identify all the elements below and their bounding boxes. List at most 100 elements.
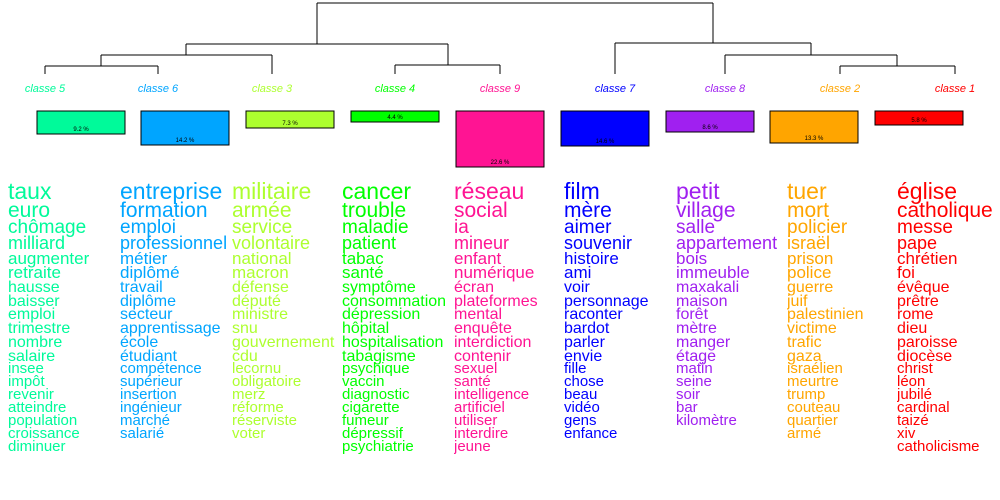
class-word: souvenir [564, 233, 633, 254]
class-label: classe 1 [935, 83, 975, 95]
class-word: prison [787, 248, 834, 268]
class-label: classe 4 [375, 83, 415, 95]
dendrogram-branches [44, 2, 956, 74]
class-word: ia [454, 216, 469, 238]
class-size-bar [769, 110, 859, 144]
class-word: revenir [8, 386, 54, 404]
class-word: professionnel [120, 233, 228, 254]
class-word: catholique [897, 198, 993, 222]
class-word: voir [564, 278, 590, 296]
class-word: diplômé [120, 263, 180, 283]
class-word: trump [787, 386, 826, 404]
class-percent: 5.8 % [911, 118, 927, 124]
class-word: église [897, 182, 958, 204]
class-word: voter [232, 424, 266, 442]
class-word: aimer [564, 216, 612, 238]
word-column: film mère aimer souvenir histoire ami voir pers… [564, 182, 676, 500]
class-word: trouble [342, 198, 407, 222]
class-word: christ [897, 360, 933, 378]
class-word: emploi [8, 306, 56, 324]
class-word: interdiction [454, 333, 532, 351]
class-word: réserviste [232, 411, 298, 429]
word-column: cancer trouble maladie patient tabac santé sym… [342, 182, 454, 500]
class-word: travail [120, 278, 163, 296]
class-size-bar [245, 110, 335, 129]
class-word: militaire [232, 182, 312, 204]
class-size-bar [560, 110, 650, 147]
class-word: ingénieur [120, 399, 182, 416]
class-word: maladie [342, 216, 409, 238]
class-percent: 8.6 % [702, 125, 718, 131]
class-word: diplôme [120, 292, 177, 310]
class-word: diminuer [8, 437, 66, 455]
class-word: rome [897, 306, 934, 324]
word-column: taux euro chômage milliard augmenter retraite… [8, 182, 120, 500]
class-word: prêtre [897, 292, 939, 310]
class-word: salle [676, 216, 716, 238]
class-word: baisser [8, 292, 60, 310]
class-word: film [564, 182, 600, 204]
class-labels: classe 5 classe 6 classe 3 classe 4 classe 9… [25, 83, 975, 95]
class-word: taizé [897, 411, 929, 429]
class-word: salarié [120, 424, 165, 442]
class-word: lecornu [232, 360, 282, 378]
class-word: étage [676, 347, 717, 365]
class-word: mort [787, 198, 829, 222]
class-word: paroisse [897, 333, 958, 351]
class-word: trafic [787, 333, 822, 351]
class-word: contenir [454, 347, 511, 365]
class-word: défense [232, 278, 289, 296]
class-word: école [120, 333, 159, 351]
class-word: jeune [454, 437, 491, 455]
class-word: raconter [564, 306, 623, 324]
class-size-bar [455, 110, 545, 168]
class-label: classe 8 [705, 83, 746, 95]
class-word: kilomètre [676, 411, 737, 429]
class-word: vidéo [564, 399, 600, 416]
class-word: diagnostic [342, 386, 410, 404]
class-word: mental [454, 306, 503, 324]
class-word: croissance [8, 424, 80, 442]
class-word: plateformes [454, 292, 538, 310]
class-word: armée [232, 198, 292, 222]
class-word: enfance [564, 424, 618, 442]
class-word: gens [564, 411, 597, 429]
class-word: tabac [342, 248, 384, 268]
class-word: snu [232, 320, 258, 338]
class-word: diocèse [897, 347, 953, 365]
class-word: nombre [8, 333, 63, 351]
word-column: église catholique messe pape chrétien foi évêq… [897, 182, 1000, 500]
class-label: classe 3 [252, 83, 293, 95]
class-word: dépression [342, 306, 421, 324]
class-word: consommation [342, 292, 447, 310]
word-column: entreprise formation emploi professionnel mé… [120, 182, 232, 500]
class-word: catholicisme [897, 437, 980, 455]
class-word: fille [564, 360, 587, 378]
class-word: secteur [120, 306, 173, 324]
class-word: intelligence [454, 386, 530, 404]
class-word: armé [787, 424, 822, 442]
class-word: enfant [454, 248, 502, 268]
class-word: compétence [120, 360, 202, 378]
class-word: étudiant [120, 347, 177, 365]
class-word: seine [676, 373, 712, 391]
class-percent: 9.2 % [73, 127, 89, 133]
class-label: classe 9 [480, 83, 520, 95]
class-word: immeuble [676, 263, 750, 283]
class-word: mère [564, 198, 612, 222]
class-word: dieu [897, 320, 928, 338]
class-percent: 4.4 % [387, 115, 403, 121]
class-word: population [8, 411, 78, 429]
class-word: chrétien [897, 248, 958, 268]
word-column: militaire armée service volontaire national m… [232, 182, 342, 500]
class-word: police [787, 263, 832, 283]
class-word: hôpital [342, 320, 390, 338]
class-word: petit [676, 182, 720, 204]
class-word: fumeur [342, 411, 389, 429]
class-size-bar [665, 110, 755, 133]
class-label: classe 7 [595, 83, 636, 95]
class-percent: 14.6 % [596, 139, 615, 145]
class-word: guerre [787, 278, 834, 296]
class-percent: 7.3 % [282, 121, 298, 127]
word-column: réseau social ia mineur enfant numérique écran… [454, 182, 564, 500]
